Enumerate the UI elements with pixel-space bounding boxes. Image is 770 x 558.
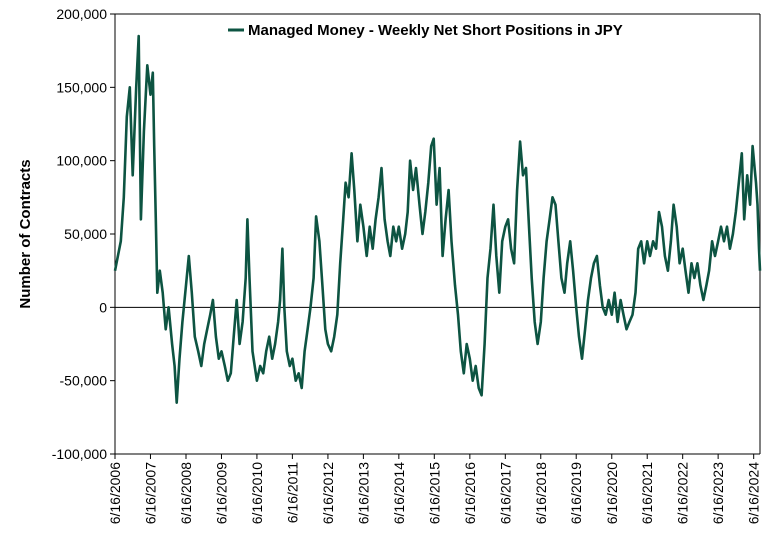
- x-tick-label: 6/16/2016: [462, 462, 478, 524]
- x-tick-label: 6/16/2010: [249, 462, 265, 524]
- x-tick-label: 6/16/2006: [107, 462, 123, 524]
- x-tick-label: 6/16/2013: [355, 462, 371, 524]
- x-tick-label: 6/16/2022: [675, 462, 691, 524]
- x-tick-label: 6/16/2021: [639, 462, 655, 524]
- series-line: [113, 34, 762, 404]
- x-tick-label: 6/16/2017: [497, 462, 513, 524]
- y-ticks: 200,000 150,000 100,000 50,000 0 -50,000 -100,…: [52, 6, 115, 462]
- legend-label: Managed Money - Weekly Net Short Positio…: [248, 22, 623, 39]
- y-tick-label: 0: [99, 299, 107, 315]
- y-tick-label: 200,000: [56, 6, 107, 22]
- x-tick-label: 6/16/2018: [533, 462, 549, 524]
- y-tick-label: 50,000: [64, 226, 107, 242]
- x-tick-label: 6/16/2008: [178, 462, 194, 524]
- x-tick-label: 6/16/2012: [320, 462, 336, 524]
- x-tick-label: 6/16/2023: [710, 462, 726, 524]
- x-tick-label: 6/16/2014: [391, 462, 407, 524]
- y-tick-label: 150,000: [56, 79, 107, 95]
- x-tick-label: 6/16/2024: [746, 462, 762, 524]
- y-tick-label: -100,000: [52, 446, 107, 462]
- x-tick-label: 6/16/2020: [604, 462, 620, 524]
- y-tick-label: 100,000: [56, 153, 107, 169]
- x-tick-label: 6/16/2015: [426, 462, 442, 524]
- y-axis-title: Number of Contracts: [17, 159, 34, 308]
- y-tick-label: -50,000: [60, 373, 108, 389]
- x-tick-label: 6/16/2007: [142, 462, 158, 524]
- x-tick-label: 6/16/2011: [284, 462, 300, 523]
- x-tick-label: 6/16/2009: [213, 462, 229, 524]
- x-ticks: 6/16/2006 6/16/2007 6/16/2008 6/16/2009 6/16…: [107, 454, 762, 524]
- x-tick-label: 6/16/2019: [568, 462, 584, 524]
- legend: Managed Money - Weekly Net Short Positio…: [228, 22, 623, 39]
